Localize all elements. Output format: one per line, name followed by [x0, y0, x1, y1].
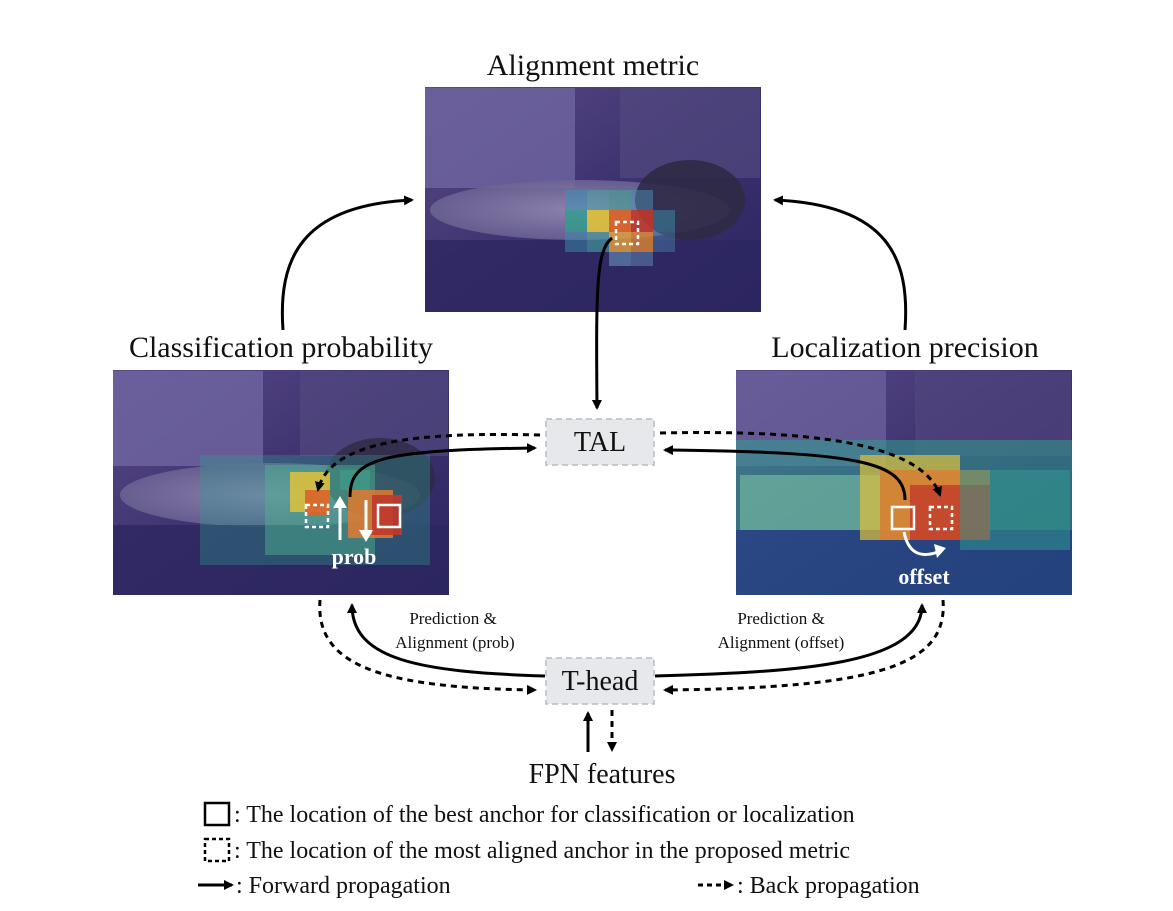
tal-label: TAL	[574, 427, 626, 458]
arrow-thead-to-loc	[654, 603, 927, 678]
thead-node: T-head	[545, 657, 655, 705]
arrow-thead-to-cls	[347, 603, 546, 678]
edge-label-left-1: Prediction &	[409, 609, 496, 628]
tal-node: TAL	[545, 418, 655, 466]
arrow-tal-to-loc-back	[659, 431, 942, 497]
arrow-loc-to-tal	[663, 445, 907, 501]
edge-label-left-2: Alignment (prob)	[395, 633, 514, 652]
arrow-cls-to-metric	[280, 195, 414, 331]
left-best-anchor	[376, 503, 402, 529]
legend: : The location of the best anchor for cl…	[198, 801, 920, 899]
right-aligned-anchor	[928, 505, 954, 531]
prob-annotation: prob	[332, 544, 377, 569]
offset-curve-arrow-icon	[902, 531, 939, 556]
arrow-loc-to-metric	[773, 195, 908, 331]
legend-dashed-box-icon	[203, 837, 231, 863]
left-aligned-anchor	[304, 503, 330, 529]
alignment-metric-title: Alignment metric	[487, 49, 699, 82]
thead-label: T-head	[562, 666, 639, 697]
legend-dashed-box-text: : The location of the most aligned ancho…	[234, 838, 850, 864]
offset-annotation: offset	[898, 564, 950, 589]
classification-probability-title: Classification probability	[129, 331, 433, 364]
legend-forward-text: : Forward propagation	[236, 873, 451, 899]
arrow-cls-to-thead-back	[318, 599, 537, 695]
arrow-tal-to-cls-back	[315, 432, 541, 492]
arrow-cls-to-tal	[348, 443, 537, 498]
top-aligned-anchor	[614, 220, 640, 246]
fpn-features-label: FPN features	[529, 759, 676, 790]
classification-probability-image: prob	[113, 370, 449, 595]
localization-precision-image: offset	[736, 370, 1072, 595]
edge-label-right-1: Prediction &	[737, 609, 824, 628]
localization-precision-title: Localization precision	[771, 331, 1038, 364]
edge-label-right-2: Alignment (offset)	[718, 633, 845, 652]
legend-backward-text: : Back propagation	[737, 873, 920, 899]
arrow-loc-to-thead-back	[663, 599, 945, 695]
alignment-metric-image	[425, 87, 761, 312]
legend-solid-box-icon	[203, 801, 231, 827]
right-best-anchor	[890, 505, 916, 531]
arrow-metric-to-tal	[591, 236, 613, 410]
legend-solid-box-text: : The location of the best anchor for cl…	[234, 802, 855, 828]
